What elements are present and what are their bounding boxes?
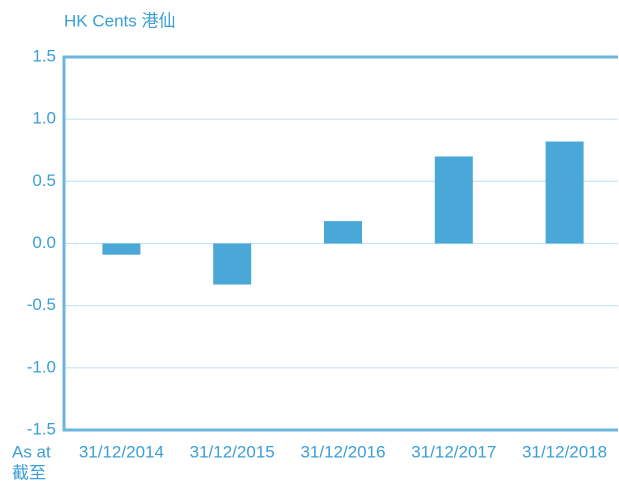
y-axis-label: HK Cents 港仙	[64, 11, 175, 30]
y-tick-label: -0.5	[27, 295, 56, 314]
y-tick-label: 1.5	[32, 46, 56, 65]
x-tick-label: 31/12/2015	[190, 442, 275, 461]
bar	[213, 243, 252, 285]
bar	[434, 156, 473, 244]
y-tick-label: -1.5	[27, 419, 56, 438]
x-tick-label: 31/12/2018	[522, 442, 607, 461]
y-tick-label: -1.0	[27, 357, 56, 376]
x-tick-label: 31/12/2016	[300, 442, 385, 461]
bar	[324, 221, 362, 244]
bar	[102, 243, 141, 255]
x-tick-label: 31/12/2017	[411, 442, 496, 461]
x-axis-label: 截至	[12, 463, 46, 482]
x-axis-label: As at	[12, 442, 51, 461]
y-tick-label: 1.0	[32, 109, 56, 128]
y-tick-label: 0.0	[32, 233, 56, 252]
bar	[545, 141, 584, 244]
x-tick-label: 31/12/2014	[79, 442, 164, 461]
y-tick-label: 0.5	[32, 171, 56, 190]
